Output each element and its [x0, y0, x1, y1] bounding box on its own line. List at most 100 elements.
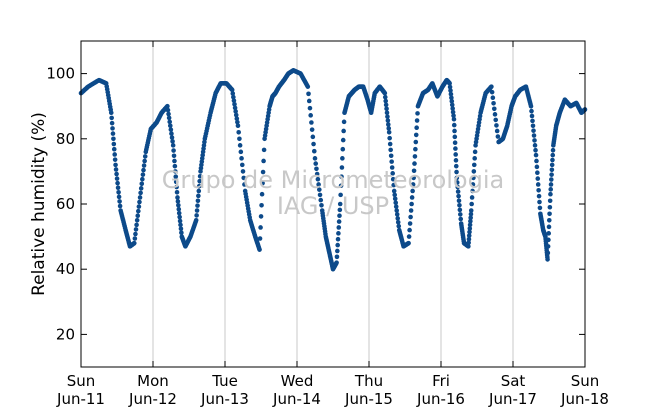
- x-tick-label-day: Fri: [432, 372, 450, 390]
- data-point-interp: [531, 128, 536, 133]
- data-point-interp: [466, 236, 472, 242]
- data-point: [528, 103, 534, 109]
- data-point-interp: [548, 182, 554, 187]
- data-point-interp: [530, 118, 535, 124]
- data-point-interp: [261, 158, 266, 164]
- data-point-interp: [313, 161, 319, 166]
- y-tick-label: 20: [56, 325, 75, 343]
- data-point-interp: [537, 205, 543, 211]
- data-point-interp: [468, 218, 473, 224]
- data-point-interp: [238, 149, 244, 155]
- data-point-interp: [458, 216, 464, 222]
- data-point-interp: [388, 153, 394, 159]
- data-point: [533, 152, 539, 158]
- data-point-interp: [455, 184, 461, 190]
- data-point-interp: [391, 182, 396, 188]
- data-point-interp: [469, 201, 474, 207]
- data-point-interp: [545, 250, 551, 256]
- data-point: [468, 208, 474, 213]
- data-point-interp: [176, 203, 181, 208]
- data-point-interp: [547, 211, 552, 217]
- data-point-interp: [389, 165, 395, 170]
- data-point-interp: [383, 102, 389, 108]
- data-point: [257, 247, 262, 252]
- data-point-interp: [457, 203, 462, 208]
- data-point-interp: [117, 199, 122, 204]
- data-point-interp: [260, 180, 265, 186]
- y-axis: 20 40 60 80 100: [46, 65, 585, 343]
- data-point-interp: [176, 206, 182, 212]
- data-point-interp: [467, 229, 472, 235]
- data-point-interp: [195, 203, 200, 208]
- data-point: [337, 201, 343, 207]
- data-point-interp: [335, 242, 340, 248]
- data-point-interp: [408, 214, 413, 220]
- data-point-interp: [169, 131, 174, 136]
- data-point-interp: [237, 136, 242, 142]
- data-point-interp: [547, 198, 553, 204]
- data-point-interp: [113, 167, 119, 172]
- data-point-interp: [166, 115, 172, 121]
- x-tick-label-day: Wed: [281, 372, 314, 390]
- data-point-interp: [386, 126, 392, 131]
- data-point-interp: [392, 192, 398, 198]
- data-point-interp: [242, 182, 247, 187]
- x-tick-label-day: Sun: [571, 372, 600, 390]
- data-point-interp: [235, 119, 240, 125]
- data-point-interp: [412, 154, 418, 159]
- data-point: [113, 162, 118, 168]
- data-point-interp: [447, 84, 453, 90]
- data-point-interp: [394, 208, 400, 213]
- data-point-interp: [537, 199, 542, 205]
- data-point-interp: [172, 158, 177, 164]
- data-point-interp: [315, 176, 321, 182]
- x-tick-label-day: Sat: [501, 372, 526, 390]
- data-point-interp: [310, 134, 316, 140]
- data-point-interp: [307, 105, 313, 111]
- data-point-interp: [449, 99, 455, 104]
- data-point-interp: [387, 141, 393, 147]
- data-point: [334, 260, 339, 265]
- data-point-interp: [457, 212, 463, 217]
- data-point-interp: [408, 208, 414, 213]
- data-point-interp: [453, 158, 459, 163]
- data-point-interp: [173, 174, 179, 179]
- data-point-interp: [491, 106, 497, 112]
- data-point-interp: [383, 98, 389, 104]
- data-point-interp: [308, 113, 313, 118]
- data-point-interp: [175, 199, 181, 204]
- data-points: [78, 68, 588, 272]
- data-point-interp: [385, 122, 391, 127]
- data-point-interp: [231, 94, 236, 100]
- data-point-interp: [261, 147, 267, 153]
- data-point-interp: [534, 158, 539, 164]
- data-point-interp: [529, 113, 535, 119]
- data-point-interp: [195, 198, 201, 204]
- data-point-interp: [471, 175, 476, 181]
- data-point-interp: [410, 188, 415, 194]
- data-point-interp: [111, 141, 117, 147]
- data-point-interp: [387, 135, 392, 141]
- data-point-interp: [394, 212, 400, 217]
- data-point-interp: [549, 172, 554, 177]
- data-point-interp: [533, 147, 538, 153]
- data-point-interp: [340, 137, 346, 143]
- data-point-interp: [390, 171, 395, 176]
- data-point-interp: [549, 167, 555, 173]
- data-point-interp: [259, 191, 265, 197]
- data-point-interp: [414, 118, 420, 123]
- data-point-interp: [133, 227, 139, 232]
- y-tick-label: 100: [46, 65, 75, 83]
- data-point-interp: [336, 225, 342, 230]
- watermark: Grupo de Micrometeorologia IAG / USP: [162, 166, 504, 220]
- data-point-interp: [546, 231, 552, 236]
- data-point-interp: [135, 213, 141, 219]
- data-point-interp: [317, 187, 322, 192]
- data-point-interp: [196, 183, 202, 189]
- data-point-interp: [177, 218, 183, 224]
- data-point-interp: [456, 198, 462, 204]
- data-point-interp: [341, 119, 347, 125]
- data-point-interp: [468, 211, 474, 217]
- x-tick-label-date: Jun-18: [560, 390, 609, 408]
